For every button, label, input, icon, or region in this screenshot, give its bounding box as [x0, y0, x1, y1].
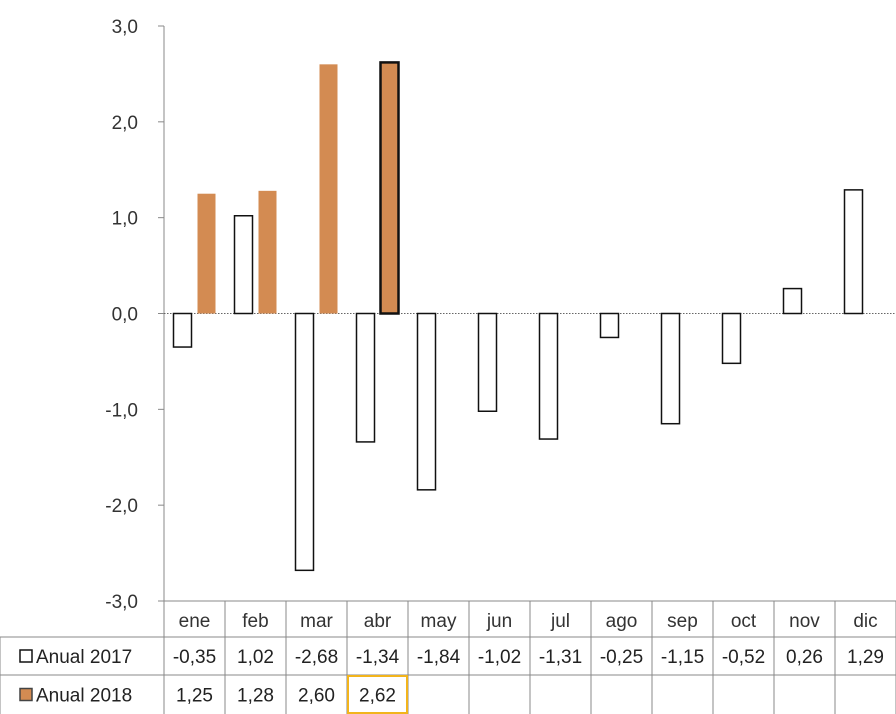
bar-2018-abr	[379, 61, 400, 315]
data-label: -2,68	[295, 647, 338, 668]
category-label: sep	[667, 611, 698, 632]
highlight-cell	[347, 675, 408, 714]
legend-swatch-2017	[19, 649, 33, 663]
y-tick-label: 0,0	[112, 305, 138, 326]
category-label: oct	[731, 611, 757, 632]
y-tick-label: 2,0	[112, 113, 138, 134]
bar-2017-ago	[599, 312, 620, 339]
data-label: 1,29	[847, 647, 884, 668]
category-label: nov	[789, 611, 820, 632]
data-label: 1,25	[176, 686, 213, 707]
legend-label: Anual 2018	[36, 686, 132, 707]
bar-2018-mar	[319, 64, 338, 314]
category-label: may	[421, 611, 457, 632]
data-label: -0,25	[600, 647, 643, 668]
bar-2017-sep	[660, 312, 681, 425]
y-tick-label: -1,0	[105, 400, 138, 421]
bars	[172, 61, 864, 572]
category-label: ago	[606, 611, 638, 632]
bar-2017-ene	[172, 312, 193, 348]
bar-2017-may	[416, 312, 437, 491]
bar-2017-feb	[233, 215, 254, 315]
category-label: feb	[242, 611, 268, 632]
data-label: -1,34	[356, 647, 400, 668]
data-label: -1,02	[478, 647, 521, 668]
category-label: ene	[179, 611, 211, 632]
category-label: dic	[853, 611, 877, 632]
data-label: 2,60	[298, 686, 335, 707]
legend-label: Anual 2017	[36, 647, 132, 668]
data-label: 1,02	[237, 647, 274, 668]
bar-2017-nov	[782, 287, 803, 315]
category-label: abr	[364, 611, 392, 632]
data-label: 0,26	[786, 647, 823, 668]
data-label: -1,31	[539, 647, 582, 668]
category-label: jul	[550, 611, 570, 632]
y-tick-label: -3,0	[105, 592, 138, 613]
bar-2017-abr	[355, 312, 376, 443]
bar-2018-ene	[197, 193, 216, 314]
data-label: 2,62	[359, 686, 396, 707]
y-tick-label: 1,0	[112, 209, 138, 230]
y-tick-label: -2,0	[105, 496, 138, 517]
category-label: jun	[486, 611, 512, 632]
legend-swatch-2018	[19, 687, 33, 702]
bar-2018-feb	[258, 190, 277, 314]
data-table: ene feb mar abr may jun jul ago sep oct nov dic Anua…	[0, 600, 896, 714]
data-label: -1,84	[417, 647, 461, 668]
data-label: -0,52	[722, 647, 765, 668]
y-tick-label: 3,0	[112, 17, 138, 38]
bar-2017-dic	[843, 189, 864, 315]
bar-2017-oct	[721, 312, 742, 365]
axes: -3,0 -2,0 -1,0 0,0 1,0 2,0 3,0	[105, 17, 896, 613]
bar-2017-mar	[294, 312, 315, 572]
data-label: -1,15	[661, 647, 704, 668]
bar-2017-jun	[477, 312, 498, 412]
bar-2017-jul	[538, 312, 559, 440]
data-label: 1,28	[237, 686, 274, 707]
category-label: mar	[300, 611, 333, 632]
data-label: -0,35	[173, 647, 216, 668]
